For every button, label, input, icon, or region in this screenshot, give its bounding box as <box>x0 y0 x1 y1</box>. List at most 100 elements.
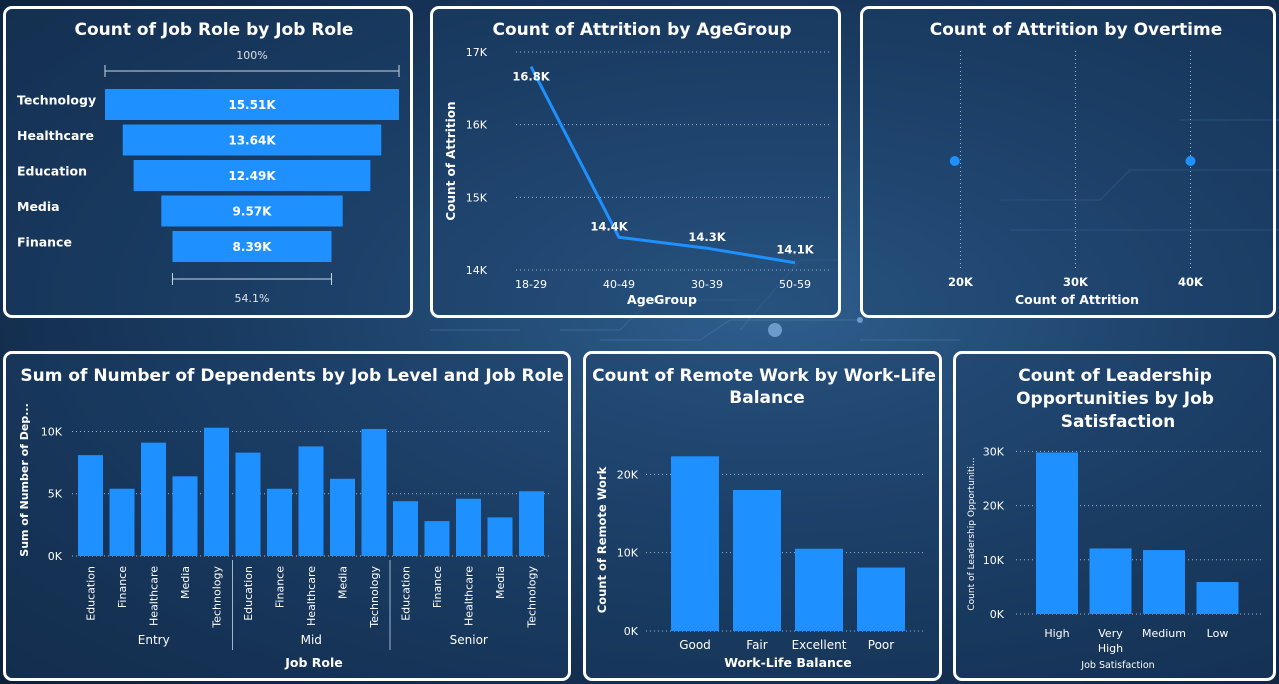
funnel-value-label: 15.51K <box>228 98 276 112</box>
bar <box>109 488 135 556</box>
x-tick-label: Technology <box>368 566 381 629</box>
funnel-category-label: Media <box>17 199 60 214</box>
x-tick-label: 18-29 <box>515 278 547 291</box>
funnel-category-label: Education <box>17 164 87 179</box>
x-tick-label: Good <box>679 638 711 652</box>
x-tick-label: Healthcare <box>463 566 476 626</box>
y-tick-label: 10K <box>983 554 1005 567</box>
x-axis-title: Job Satisfaction <box>1080 660 1154 671</box>
funnel-category-label: Technology <box>17 93 96 108</box>
remote-work-by-balance-card: Count of Remote Work by Work-Life Balanc… <box>583 351 942 681</box>
attrition-by-agegroup-card: Count of Attrition by AgeGroup 17K 16K 15K… <box>430 6 841 318</box>
bar <box>795 548 843 631</box>
x-tick-label: Fair <box>746 638 767 652</box>
x-tick-label: 30-39 <box>691 278 723 291</box>
dependents-by-level-role-card: Sum of Number of Dependents by Job Level… <box>3 351 571 681</box>
bar <box>172 476 198 556</box>
y-axis-title: Sum of Number of Dep... <box>18 403 31 556</box>
chart-title: Count of Attrition by Overtime <box>930 20 1223 40</box>
y-tick-label: 20K <box>983 500 1005 513</box>
funnel-category-label: Healthcare <box>17 128 94 143</box>
bar <box>1196 582 1239 614</box>
funnel-value-label: 9.57K <box>233 205 273 219</box>
funnel-bar <box>172 231 332 262</box>
x-axis-title: Job Role <box>284 655 343 670</box>
x-tick-label: 40-49 <box>603 278 635 291</box>
bar <box>141 442 166 556</box>
leadership-by-satisfaction-card: Count of Leadership Opportunities by Job… <box>953 351 1276 681</box>
attrition-by-overtime-card: Count of Attrition by Overtime 20K 30K 40K… <box>860 6 1276 318</box>
funnel-bottom-percent: 54.1% <box>235 292 270 305</box>
y-axis-title: Count of Attrition <box>444 101 458 220</box>
x-tick-label: 40K <box>1178 275 1204 289</box>
x-tick-label: High <box>1098 642 1123 655</box>
y-tick-label: 5K <box>48 488 63 501</box>
y-axis-title: Count of Leadership Opportuniti... <box>967 457 977 610</box>
bar <box>671 456 719 631</box>
x-tick-label: Healthcare <box>148 566 161 626</box>
bar <box>78 455 103 556</box>
x-tick-label: Media <box>179 566 192 599</box>
bar <box>1089 548 1132 614</box>
funnel-top-percent: 100% <box>236 49 267 62</box>
y-tick-label: 15K <box>466 191 488 204</box>
y-tick-label: 30K <box>983 445 1005 458</box>
bar <box>733 490 781 631</box>
x-tick-label: Technology <box>526 566 539 629</box>
remote-work-by-balance-chart: Count of Remote Work by Work-Life Balanc… <box>592 366 936 670</box>
x-tick-label: Healthcare <box>305 566 318 626</box>
funnel-value-label: 13.64K <box>228 134 276 148</box>
group-label: Entry <box>138 633 170 647</box>
bar <box>424 521 450 556</box>
x-tick-label: Media <box>494 566 507 599</box>
funnel-category-label: Finance <box>17 235 72 250</box>
leadership-by-satisfaction-chart: Count of Leadership Opportunities by Job… <box>967 366 1261 671</box>
bar <box>361 428 387 556</box>
chart-title: Count of Leadership Opportunities by Job… <box>1016 366 1220 432</box>
bar <box>330 478 355 556</box>
data-label: 14.3K <box>688 230 726 244</box>
scatter-point <box>949 156 960 166</box>
bar <box>204 427 229 556</box>
x-tick-label: Education <box>242 566 255 621</box>
x-tick-label: Medium <box>1142 627 1186 640</box>
bar <box>1036 452 1078 614</box>
bar <box>393 501 418 556</box>
x-tick-label: Education <box>85 566 98 621</box>
job-role-funnel-chart: Count of Job Role by Job Role 15.51K Tech… <box>17 20 400 305</box>
y-tick-label: 0K <box>48 550 63 563</box>
chart-title: Count of Job Role by Job Role <box>75 20 354 40</box>
x-tick-label: 30K <box>1063 275 1089 289</box>
y-tick-label: 10K <box>41 425 63 438</box>
y-tick-label: 16K <box>466 119 488 132</box>
y-tick-label: 20K <box>617 468 639 481</box>
y-tick-label: 0K <box>624 625 639 638</box>
x-tick-label: Excellent <box>792 638 847 652</box>
x-axis-title: Work-Life Balance <box>724 655 852 670</box>
bar <box>267 488 292 556</box>
x-tick-label: Very <box>1098 627 1123 640</box>
bar <box>298 446 324 556</box>
data-label: 14.1K <box>776 243 814 257</box>
scatter-point <box>1185 156 1196 166</box>
bar <box>487 517 513 556</box>
y-tick-label: 14K <box>466 264 488 277</box>
y-tick-label: 10K <box>617 547 639 560</box>
funnel-bar <box>133 160 371 191</box>
funnel-bar <box>122 124 382 156</box>
x-tick-label: Education <box>400 566 413 621</box>
bar <box>1143 550 1185 614</box>
x-axis-title: Count of Attrition <box>1015 292 1139 307</box>
job-role-funnel-card: Count of Job Role by Job Role 15.51K Tech… <box>3 6 413 318</box>
x-tick-label: 50-59 <box>779 278 811 291</box>
bar <box>519 491 544 556</box>
x-axis-title: AgeGroup <box>627 292 697 307</box>
dependents-by-level-role-chart: Sum of Number of Dependents by Job Level… <box>18 366 564 670</box>
x-tick-label: High <box>1044 627 1069 640</box>
data-label: 16.8K <box>512 70 550 84</box>
y-tick-label: 17K <box>466 46 488 59</box>
bar <box>235 452 261 556</box>
data-label: 14.4K <box>590 219 628 233</box>
x-tick-label: Technology <box>211 566 224 629</box>
